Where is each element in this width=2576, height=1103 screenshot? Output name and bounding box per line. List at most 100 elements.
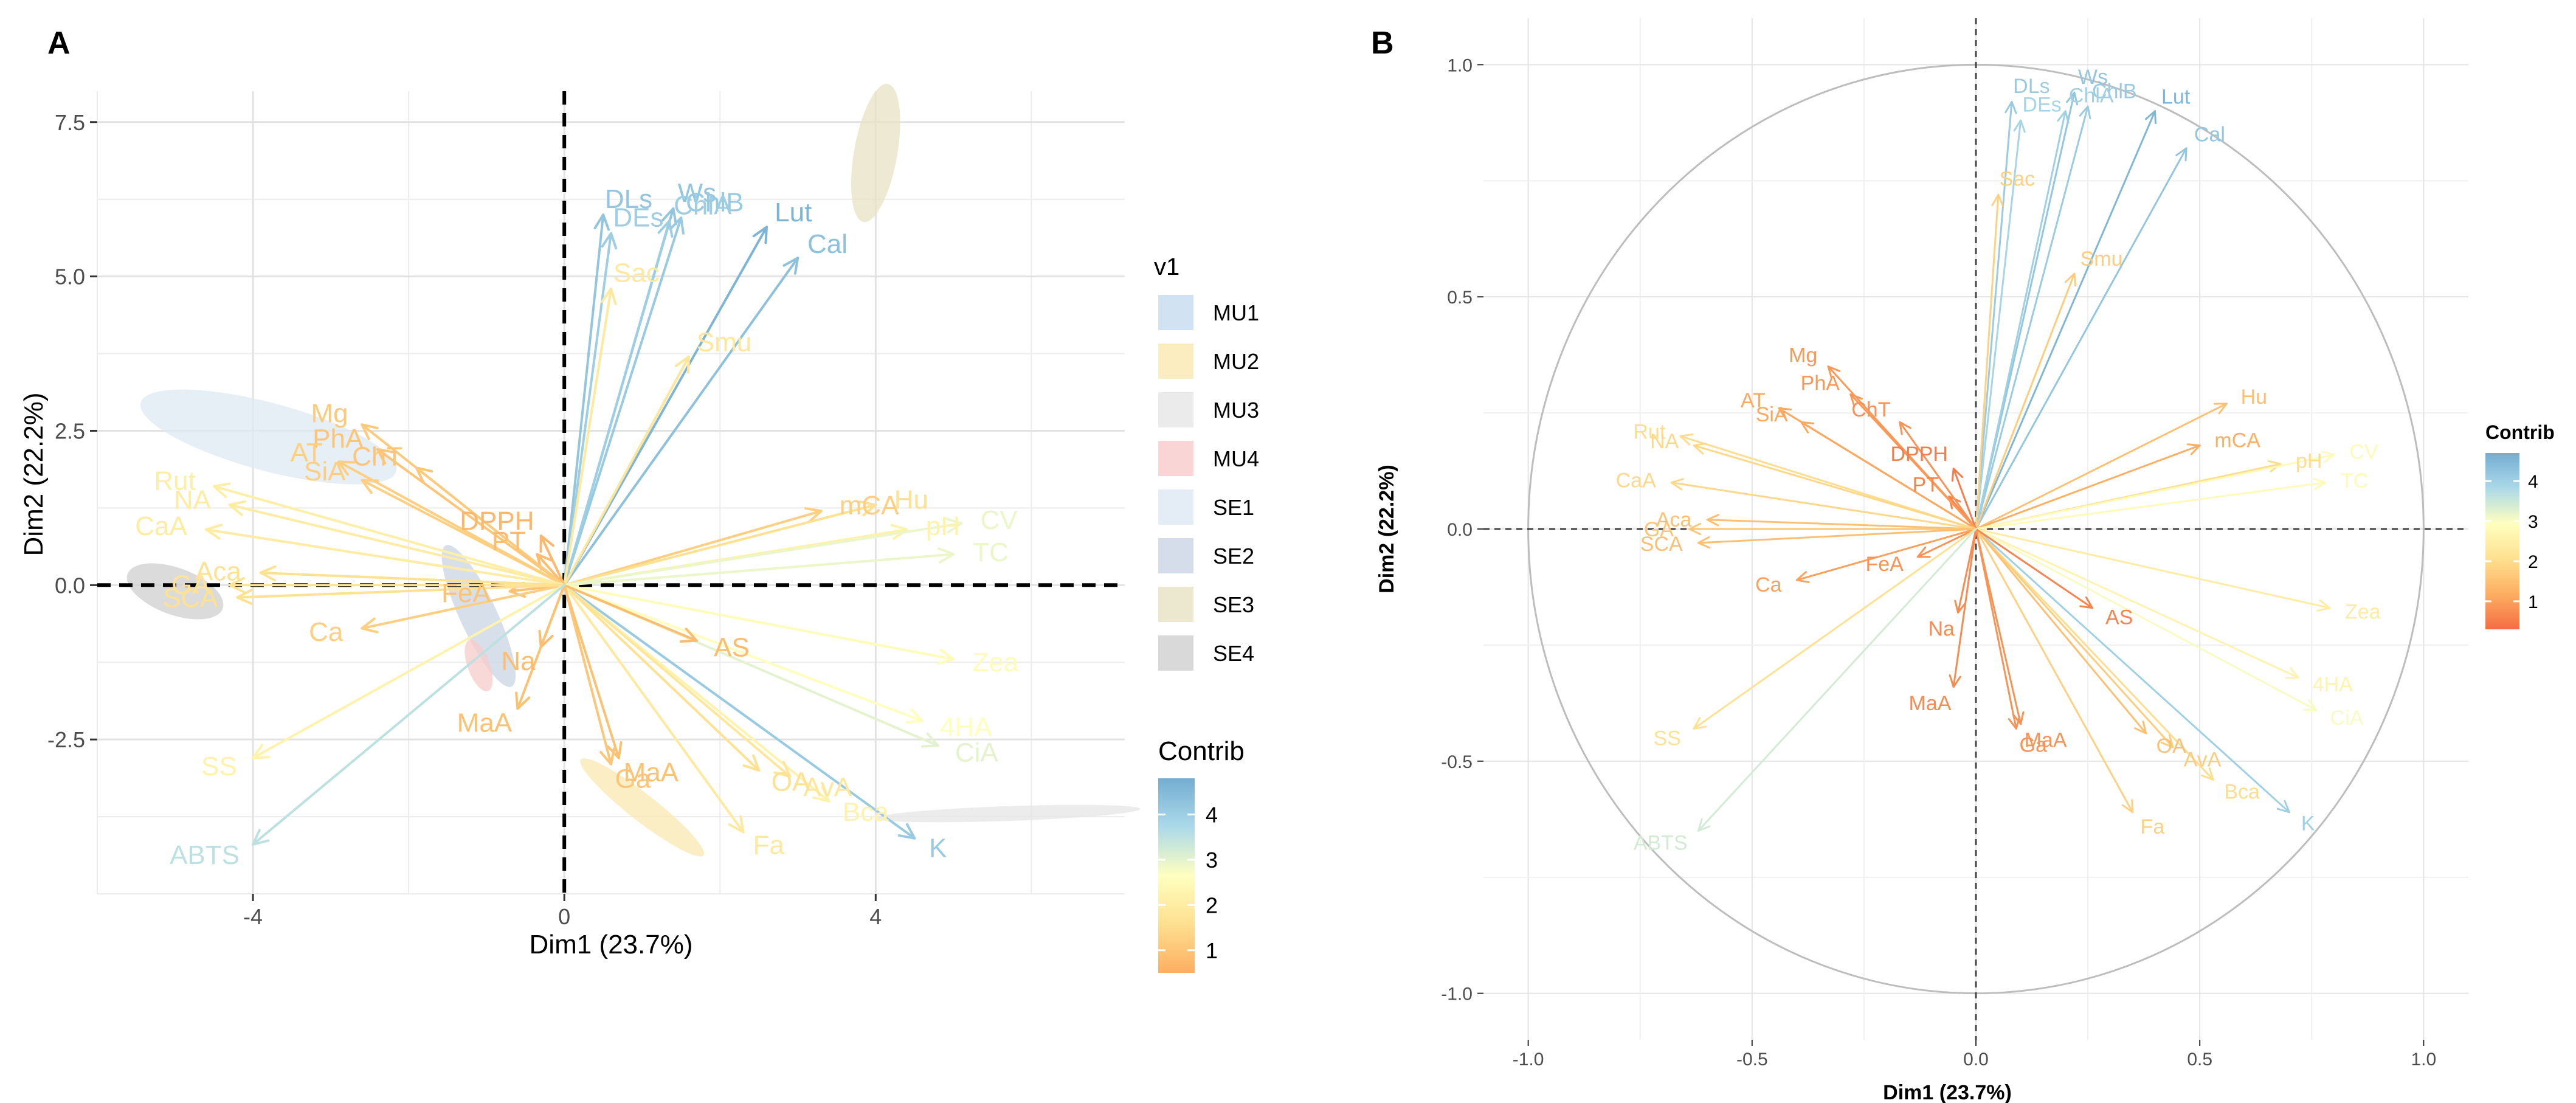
panel-a-vector-sca-shaft — [236, 584, 566, 599]
panel-b-vector-bca-shaft — [1975, 528, 2214, 781]
panel-a-vector-tc — [563, 547, 955, 587]
panel-a-vector-des-head — [601, 232, 618, 250]
panel-b-vector-dpph-shaft — [1952, 468, 1977, 530]
contrib-colorbar-a — [1158, 778, 1195, 973]
panel-b-vector-at-shaft — [1778, 407, 1977, 530]
panel-a-vector-maa-shaft — [563, 584, 620, 759]
panel-a-vector-label: MaA — [624, 758, 679, 787]
panel-b-vector-label: GA — [1644, 518, 1674, 541]
panel-b-vector-cv — [1975, 451, 2335, 530]
panel-a-vector-as — [563, 584, 698, 643]
panel-b-vector-maa — [1949, 528, 1977, 688]
panel-b-vector-ss-head — [1693, 717, 1707, 730]
panel-a-vector-hu-head — [858, 500, 877, 517]
panel-a-vector-maa — [515, 584, 566, 710]
panel-b-vector-label: PT — [1913, 473, 1939, 496]
panel-a-vector-as-shaft — [563, 584, 698, 642]
panel-b-vector-bca-head — [2201, 767, 2214, 781]
panel-b-vector-pt-head — [1948, 496, 1961, 510]
panel-a-vector-aca-shaft — [259, 572, 566, 587]
panel-b-vector-ava-shaft — [1975, 528, 2174, 749]
contrib-colorbar-a-label: 1 — [1206, 938, 1218, 963]
panel-a-vector-label: AvA — [803, 773, 852, 803]
panel-a-vector-na-head — [228, 500, 247, 516]
panel-a-vector-label: Rut — [154, 466, 195, 496]
panel-b-vector-label: Sac — [2000, 168, 2036, 191]
panel-b-axes: -1.0 -0.5 0.0 0.5 1.0 -1.0 -0.5 0.0 0.5 1.0 — [1441, 55, 2436, 1070]
panel-b-vector-caa-head — [1670, 478, 1684, 491]
panel-a-vector-mca — [563, 507, 823, 587]
panel-b-vector-cht-head — [1899, 421, 1911, 435]
panel-a-y-tick-label: 7.5 — [55, 110, 85, 135]
panel-a-vector-zea-head — [937, 648, 955, 665]
panel-a-vector-label: PhA — [313, 424, 364, 454]
panel-a-vector-4ha-head — [905, 708, 924, 724]
panel-b-vector-cia-shaft — [1975, 528, 2318, 711]
panel-a-vector-ga-head — [599, 747, 616, 766]
panel-a-vector-4ha-shaft — [563, 584, 924, 722]
panel-a-vector-mca-shaft — [563, 510, 823, 587]
panel-a-ellipses — [126, 83, 1141, 857]
panel-b-vector-chla-head — [2057, 110, 2070, 124]
panel-b-vector-label: Aca — [1656, 508, 1692, 531]
panel-b-vector-label: DLs — [2013, 75, 2049, 98]
panel-b-vector-ss — [1693, 528, 1977, 730]
panel-b-vector-ga-shaft — [1975, 528, 2017, 730]
panel-a-x-axis-title: Dim1 (23.7%) — [530, 930, 693, 960]
panel-a-group-legend: v1 MU1 MU2 MU3 MU4 SE1 SE2 SE3 SE4 — [1154, 254, 1259, 671]
panel-b-vector-smu-shaft — [1975, 272, 2076, 530]
panel-a-y-axis-title: Dim2 (22.2%) — [19, 393, 49, 556]
panel-a-vector-ph-head — [890, 524, 908, 540]
panel-b-x-tick-label: 0.0 — [1963, 1049, 1989, 1070]
contrib-colorbar-b-label: 4 — [2528, 472, 2538, 492]
panel-b-vector-label: pH — [2296, 450, 2322, 473]
panel-b-vector-label: Fa — [2141, 815, 2165, 838]
panel-b-vector-label: NA — [1650, 430, 1679, 453]
group-legend-label-se1: SE1 — [1213, 495, 1254, 520]
panel-a-x-tick-label: -4 — [243, 904, 263, 929]
group-legend-label-mu2: MU2 — [1213, 349, 1259, 374]
panel-a-vector-label: Na — [501, 646, 536, 676]
panel-b-vector-fea-shaft — [1916, 528, 1977, 558]
panel-b-x-tick-label: -1.0 — [1513, 1049, 1544, 1070]
panel-a-vector-label: ChlB — [686, 188, 744, 218]
panel-b-vector-tc-shaft — [1975, 482, 2326, 530]
panel-b-vector-chlb-head — [2079, 105, 2091, 120]
panel-a-vector-ss — [252, 584, 566, 759]
panel-a-vector-label: Sac — [613, 258, 660, 288]
panel-b-vector-label: OA — [2156, 735, 2186, 758]
group-legend-swatch-mu1 — [1158, 295, 1193, 330]
panel-a-vector-label: TC — [973, 538, 1009, 567]
panel-a-vector-label: ABTS — [170, 840, 240, 870]
panel-b-vector-4ha-shaft — [1975, 528, 2299, 679]
panel-b-vector-ws-head — [2066, 91, 2079, 106]
panel-b-vector-smu — [1975, 272, 2077, 530]
panel-b-x-tick-label: 0.5 — [2187, 1049, 2212, 1070]
panel-b-vector-sac-shaft — [1975, 193, 2000, 530]
panel-a-vector-caa — [205, 524, 566, 587]
panel-a-vector-label: Mg — [311, 398, 348, 428]
panel-b-vector-aca — [1706, 514, 1977, 530]
panel-a-vector-aca-head — [259, 565, 277, 582]
panel-b-vector-na-shaft — [1957, 528, 1977, 614]
panel-a-vector-label: CV — [981, 505, 1018, 535]
panel-a-vector-abts-head — [252, 829, 270, 846]
panel-b-x-tick-label: -0.5 — [1736, 1049, 1768, 1070]
panel-b-vector-dpph — [1951, 468, 1977, 530]
panel-b-vector-label: Bca — [2224, 780, 2260, 803]
panel-b-y-tick-label: -1.0 — [1441, 984, 1473, 1004]
panel-a-vector-label: Fa — [753, 830, 785, 860]
panel-b-vector-na-head — [1693, 442, 1707, 455]
panel-b-vector-cv-head — [2321, 451, 2335, 463]
panel-b-vector-zea-shaft — [1975, 528, 2331, 609]
panel-b-vector-smu-head — [2064, 272, 2077, 287]
panel-a-vector-ava — [563, 584, 792, 778]
panel-a-vector-at — [337, 460, 566, 587]
panel-b-vector-sca-head — [1697, 536, 1711, 549]
panel-b-vector-fa-head — [2121, 799, 2134, 814]
panel-a-vector-rut — [213, 482, 566, 587]
panel-b-vector-mca-head — [2186, 443, 2201, 455]
panel-b-vector-fea — [1916, 528, 1977, 558]
panel-a-y-tick-label: 2.5 — [55, 418, 85, 443]
